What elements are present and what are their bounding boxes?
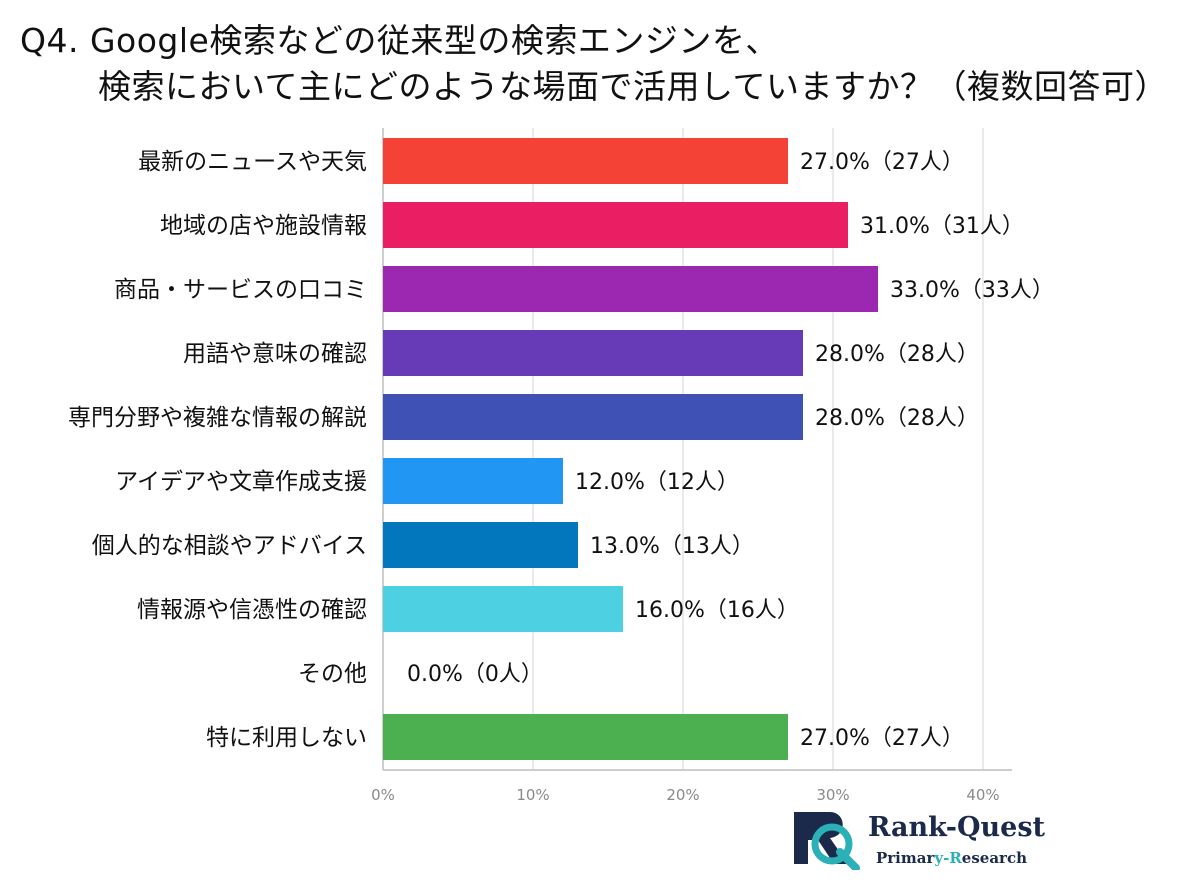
bar-4: [383, 394, 803, 440]
category-label-3: 用語や意味の確認: [183, 341, 367, 367]
brand-logo: Rank-Quest Primary-Research: [790, 806, 1070, 876]
x-tick-label-0: 0%: [371, 786, 395, 804]
bar-3: [383, 330, 803, 376]
value-label-7: 16.0%（16人）: [635, 598, 799, 623]
title-line-1: Q4. Google検索などの従来型の検索エンジンを、: [20, 21, 779, 60]
logo-main-text: Rank-Quest: [868, 812, 1046, 843]
value-label-5: 12.0%（12人）: [575, 470, 739, 495]
bar-6: [383, 522, 578, 568]
title-line-2: 検索において主にどのような場面で活用していますか？（複数回答可）: [98, 67, 1169, 106]
rank-quest-logo-icon: [794, 812, 860, 872]
bar-0: [383, 138, 788, 184]
category-label-2: 商品・サービスの口コミ: [114, 277, 367, 303]
bar-9: [383, 714, 788, 760]
logo-sub-text: Primary-Research: [876, 849, 1027, 867]
x-tick-label-3: 30%: [816, 786, 849, 804]
logo-sub-part-2: y-R: [934, 849, 962, 867]
value-label-9: 27.0%（27人）: [800, 726, 964, 751]
bar-7: [383, 586, 623, 632]
bar-2: [383, 266, 878, 312]
logo-sub-part-1: Primar: [876, 849, 935, 867]
value-label-6: 13.0%（13人）: [590, 534, 754, 559]
category-label-9: 特に利用しない: [206, 725, 367, 751]
category-label-0: 最新のニュースや天気: [138, 149, 367, 175]
bar-1: [383, 202, 848, 248]
value-label-4: 28.0%（28人）: [815, 406, 979, 431]
value-label-2: 33.0%（33人）: [890, 278, 1054, 303]
logo-sub-part-3: esearch: [961, 849, 1027, 867]
chart-title: Q4. Google検索などの従来型の検索エンジンを、 検索において主にどのよう…: [20, 18, 1168, 110]
category-label-1: 地域の店や施設情報: [160, 213, 367, 239]
category-label-8: その他: [298, 661, 367, 687]
value-label-3: 28.0%（28人）: [815, 342, 979, 367]
category-label-7: 情報源や信憑性の確認: [137, 597, 367, 623]
value-label-1: 31.0%（31人）: [860, 214, 1024, 239]
category-label-5: アイデアや文章作成支援: [115, 469, 367, 495]
bar-5: [383, 458, 563, 504]
category-label-4: 専門分野や複雑な情報の解説: [68, 405, 367, 431]
x-tick-label-4: 40%: [966, 786, 999, 804]
value-label-8: 0.0%（0人）: [407, 662, 543, 687]
x-tick-label-2: 20%: [666, 786, 699, 804]
category-label-6: 個人的な相談やアドバイス: [92, 533, 367, 559]
x-tick-label-1: 10%: [516, 786, 549, 804]
value-label-0: 27.0%（27人）: [800, 150, 964, 175]
